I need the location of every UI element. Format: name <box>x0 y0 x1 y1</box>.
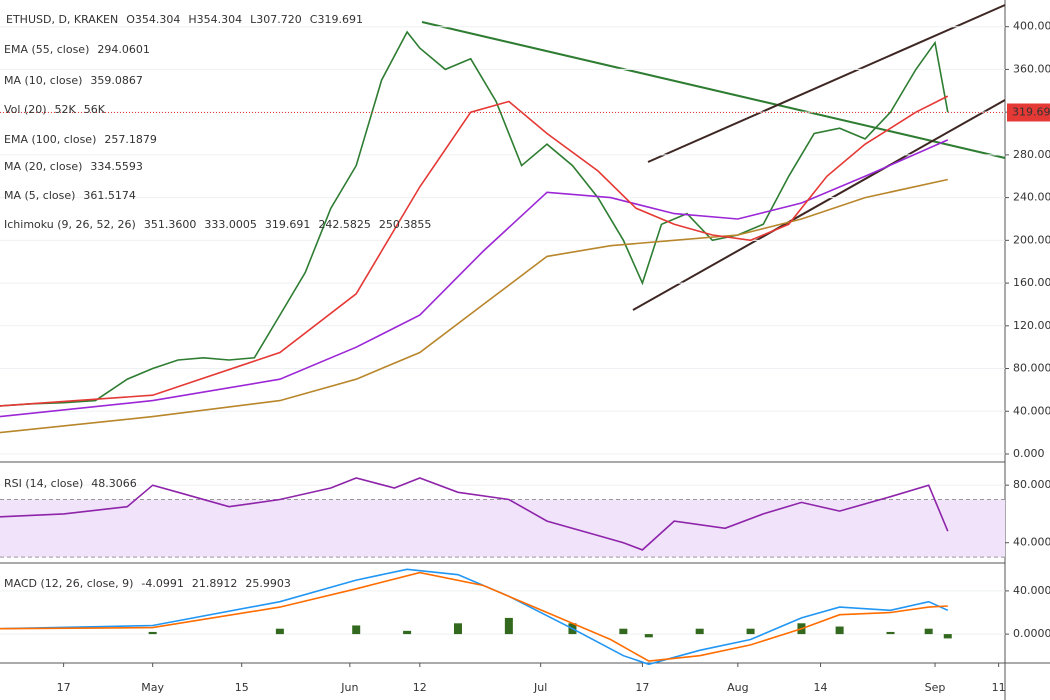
series-line <box>0 477 949 551</box>
x-tick-label: Jun <box>340 681 358 694</box>
legend-text: O354.304 <box>126 13 180 26</box>
histogram-bar <box>746 628 755 635</box>
legend-text: 25.9903 <box>245 577 291 590</box>
x-tick-label: 17 <box>57 681 71 694</box>
legend-text: 334.5593 <box>90 160 143 173</box>
legend-text: 48.3066 <box>91 477 137 490</box>
x-tick-label: Aug <box>727 681 748 694</box>
channel-line <box>647 4 1006 163</box>
legend-text: 351.3600 <box>144 218 197 231</box>
series-line <box>0 571 948 662</box>
x-tick-label: 12 <box>413 681 427 694</box>
y-tick-label: 240.000 <box>1013 191 1050 204</box>
legend-text: 294.0601 <box>97 43 150 56</box>
y-tick-label: 360.000 <box>1013 62 1050 75</box>
last-price-box <box>1007 103 1050 122</box>
x-tick-label: 17 <box>635 681 649 694</box>
series-line <box>0 568 949 666</box>
histogram-bar <box>403 630 412 635</box>
legend-text: EMA (55, close) <box>4 43 89 56</box>
legend-text: 257.1879 <box>104 133 157 146</box>
x-tick-label: May <box>141 681 164 694</box>
y-tick-label: 200.000 <box>1013 233 1050 246</box>
histogram-bar <box>619 628 628 635</box>
histogram-bar <box>924 628 933 635</box>
histogram-bar <box>644 634 653 638</box>
histogram-bar <box>453 623 462 635</box>
legend-text: 319.691 <box>265 218 311 231</box>
channel-line <box>632 99 1006 311</box>
legend-text: -4.0991 <box>141 577 183 590</box>
legend-text: H354.304 <box>188 13 242 26</box>
legend-text: Vol (20) <box>4 103 47 116</box>
legend-text: 52K <box>55 103 77 116</box>
series-line <box>0 95 949 407</box>
legend-text: MA (5, close) <box>4 189 75 202</box>
y-tick-label: 80.000 <box>1013 362 1050 375</box>
legend-text: C319.691 <box>310 13 363 26</box>
histogram-bar <box>504 617 513 635</box>
histogram-bar <box>695 628 704 635</box>
legend-text: 359.0867 <box>90 74 143 87</box>
legend-text: 242.5825 <box>318 218 371 231</box>
histogram-bar <box>148 631 157 635</box>
y-tick-label: 160.000 <box>1013 276 1050 289</box>
histogram-bar <box>835 626 844 635</box>
y-tick-label: 0.000 <box>1013 447 1045 460</box>
legend-text: MACD (12, 26, close, 9) <box>4 577 133 590</box>
y-tick-label: 40.0000 <box>1013 584 1050 597</box>
legend-text: MA (20, close) <box>4 160 82 173</box>
legend-text: 250.3855 <box>379 218 432 231</box>
trend-line <box>421 21 1006 159</box>
rsi-band <box>0 499 1005 558</box>
y-tick-label: 0.0000 <box>1013 627 1050 640</box>
x-tick-label: 15 <box>235 681 249 694</box>
legend-text: 56K <box>84 103 106 116</box>
legend-text: EMA (100, close) <box>4 133 96 146</box>
y-tick-label: 120.000 <box>1013 319 1050 332</box>
legend-text: 21.8912 <box>192 577 238 590</box>
series-line <box>0 30 949 407</box>
last-price-label: 319.691 <box>1012 105 1050 118</box>
y-tick-label: 40.0000 <box>1013 536 1050 549</box>
series-line <box>0 139 949 418</box>
histogram-bar <box>275 628 284 635</box>
legend-text: ETHUSD, D, KRAKEN <box>6 13 118 26</box>
legend-text: 333.0005 <box>204 218 257 231</box>
y-tick-label: 40.000 <box>1013 404 1050 417</box>
legend-text: MA (10, close) <box>4 74 82 87</box>
series-line <box>0 178 948 434</box>
y-tick-label: 80.0000 <box>1013 478 1050 491</box>
x-tick-label: Sep <box>925 681 946 694</box>
y-tick-label: 280.000 <box>1013 148 1050 161</box>
legend-text: RSI (14, close) <box>4 477 83 490</box>
x-tick-label: Jul <box>533 681 547 694</box>
y-tick-label: 400.000 <box>1013 20 1050 33</box>
histogram-bar <box>886 631 895 635</box>
legend-text: 361.5174 <box>83 189 136 202</box>
x-tick-label: 14 <box>814 681 828 694</box>
x-tick-label: 11 <box>992 681 1006 694</box>
legend-text: Ichimoku (9, 26, 52, 26) <box>4 218 136 231</box>
histogram-bar <box>352 625 361 635</box>
legend-text: L307.720 <box>250 13 302 26</box>
histogram-bar <box>943 634 952 639</box>
